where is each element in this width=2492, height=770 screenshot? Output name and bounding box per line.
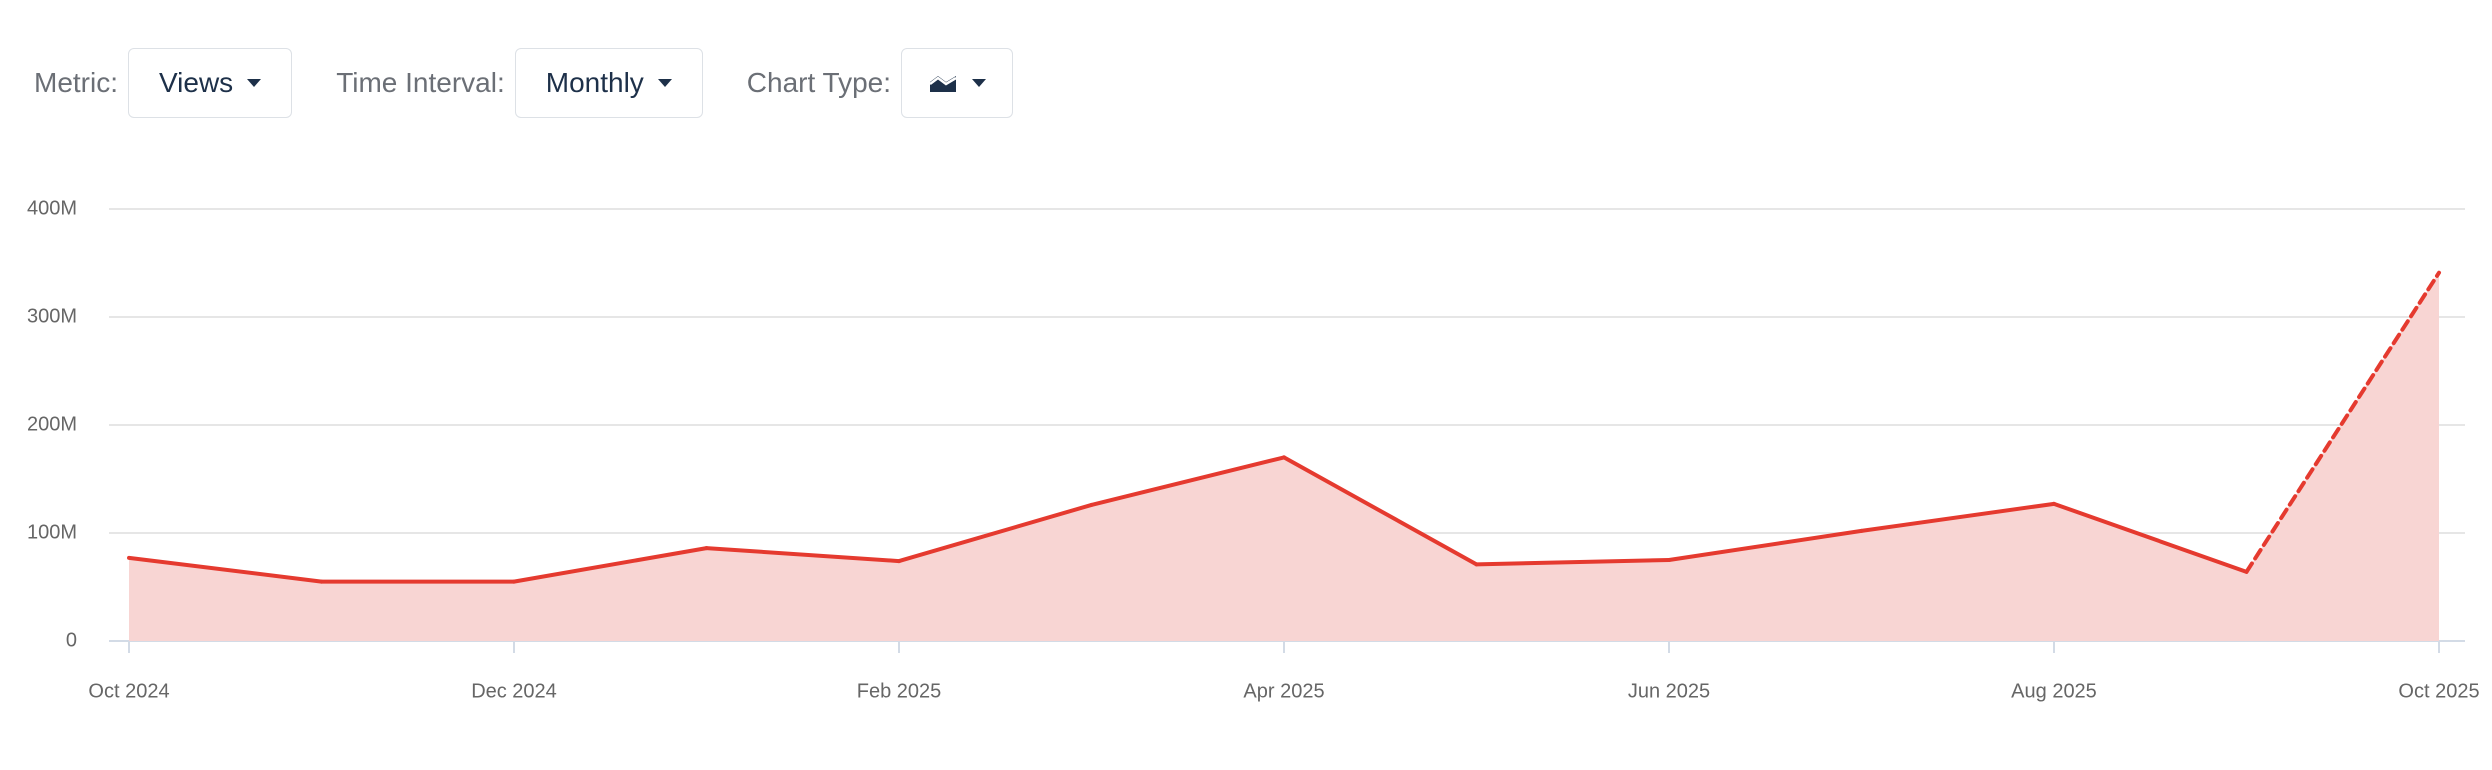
interval-value: Monthly	[545, 67, 644, 98]
y-tick-label: 200M	[27, 413, 77, 435]
x-tick-label: Dec 2024	[471, 680, 557, 702]
chart-type-dropdown[interactable]	[901, 48, 1014, 118]
chart-icon	[929, 76, 957, 92]
x-tick-label: Apr 2025	[1243, 680, 1324, 702]
line-segment	[512, 546, 709, 584]
caret	[247, 79, 262, 87]
metric-label: Metric:	[34, 67, 118, 98]
toolbar: Metric: Views Time Interval: Monthly Cha…	[34, 48, 1057, 118]
chart-type-label: Chart Type:	[746, 67, 892, 98]
line-segment	[1089, 455, 1286, 507]
line-segment	[1859, 501, 2056, 533]
y-tick-label: 100M	[27, 521, 77, 543]
line-segment	[127, 555, 324, 584]
caret	[972, 79, 987, 87]
interval-dropdown[interactable]: Monthly	[514, 48, 703, 118]
x-tick-label: Feb 2025	[857, 680, 942, 702]
metric-value: Views	[159, 67, 234, 98]
projected-line-segment	[2244, 270, 2441, 574]
line-segment	[704, 546, 901, 564]
metric-dropdown[interactable]: Views	[128, 48, 293, 118]
x-tick-label: Oct 2025	[2398, 680, 2479, 702]
caret	[657, 79, 672, 87]
x-tick-label: Oct 2024	[88, 680, 169, 702]
x-tick-label: Jun 2025	[1628, 680, 1710, 702]
line-segment	[897, 502, 1094, 564]
line-segment	[1282, 455, 1479, 567]
interval-label: Time Interval:	[336, 67, 505, 98]
y-tick-label: 400M	[27, 197, 77, 219]
y-tick-label: 300M	[27, 305, 77, 327]
line-segment	[1667, 528, 1864, 562]
y-tick-label: 0	[66, 629, 77, 651]
x-tick-label: Aug 2025	[2011, 680, 2097, 702]
line-segment	[1474, 558, 1671, 567]
line-segment	[2052, 501, 2249, 574]
